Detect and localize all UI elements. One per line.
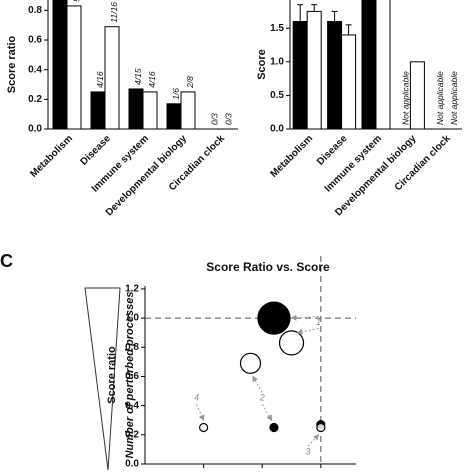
y-tick-label: 0.4 xyxy=(125,400,139,411)
annotation: 1 xyxy=(316,317,321,327)
y-tick-label: 0.6 xyxy=(28,35,42,46)
bubble xyxy=(278,330,305,356)
bar xyxy=(361,0,377,130)
y-tick-label: 1.5 xyxy=(270,23,284,34)
annotation-arrow xyxy=(296,327,319,335)
y-tick-label: 1.0 xyxy=(125,313,139,324)
value-label: Not applicable xyxy=(435,71,445,125)
value-label: 4/15 xyxy=(133,68,143,85)
triangle-icon xyxy=(84,287,121,471)
value-label: 2/8 xyxy=(185,76,195,89)
y-tick-label: 0.0 xyxy=(28,124,42,135)
bar xyxy=(90,91,106,130)
bubble xyxy=(316,422,326,433)
annotation: 2 xyxy=(259,393,265,403)
bubble xyxy=(257,301,291,335)
bubble xyxy=(199,422,209,433)
x-tick-label: Disease xyxy=(315,133,350,168)
value-label: 4/16 xyxy=(95,71,105,88)
y-tick-label: 0.0 xyxy=(270,124,284,135)
bubble xyxy=(269,422,279,433)
annotation: 4 xyxy=(194,393,199,403)
value-label: 0/3 xyxy=(209,113,219,125)
bar xyxy=(306,10,322,130)
x-tick-label: Metabolism xyxy=(28,133,75,180)
y-tick-label: 0.5 xyxy=(270,90,284,101)
bar xyxy=(375,0,391,130)
bar xyxy=(52,0,68,130)
y-tick-label: 0.2 xyxy=(125,429,139,440)
panel-label: C xyxy=(0,251,13,271)
value-label: Not applicable xyxy=(449,71,459,125)
bar xyxy=(166,103,182,130)
bubble xyxy=(239,352,262,374)
y-tick-label: 0.4 xyxy=(28,64,42,75)
chart-title: Score Ratio vs. Score xyxy=(206,260,330,274)
y-tick-label: 1.2 xyxy=(125,284,139,295)
y-tick-label: 0.8 xyxy=(125,342,139,353)
bar xyxy=(128,88,144,130)
x-tick-label: Metabolism xyxy=(269,133,316,180)
value-label: 4/16 xyxy=(147,71,157,88)
value-label: 11/16 xyxy=(109,2,119,23)
value-label: Not applicable xyxy=(401,71,411,125)
y-tick-label: 0.0 xyxy=(125,459,139,470)
annotation: 3 xyxy=(305,447,310,457)
bar xyxy=(327,21,343,130)
bar xyxy=(66,5,82,130)
y-axis-title: Score ratio xyxy=(6,35,18,93)
bar xyxy=(104,26,120,130)
y-axis-title: Score xyxy=(256,49,268,80)
bar xyxy=(341,34,357,130)
y-tick-label: 1.0 xyxy=(270,56,284,67)
annotation-arrow xyxy=(290,314,319,321)
value-label: 0/3 xyxy=(223,113,233,125)
y-tick-label: 0.6 xyxy=(125,371,139,382)
bar xyxy=(142,91,158,130)
annotation-arrow xyxy=(307,434,320,447)
bar xyxy=(409,61,425,130)
bar xyxy=(180,91,196,130)
side-label: Number of perturbed processes xyxy=(124,292,136,459)
value-label: 5/ xyxy=(71,0,81,2)
y-axis-title: Score ratio xyxy=(106,346,118,404)
x-tick-label: Disease xyxy=(78,133,113,168)
annotation-arrow xyxy=(252,375,263,393)
annotation-arrow xyxy=(261,404,273,422)
annotation-arrow xyxy=(196,404,205,422)
y-tick-label: 0.8 xyxy=(28,5,42,16)
value-label: 1/6 xyxy=(171,88,181,100)
y-tick-label: 0.2 xyxy=(28,94,42,105)
bar xyxy=(292,21,308,130)
